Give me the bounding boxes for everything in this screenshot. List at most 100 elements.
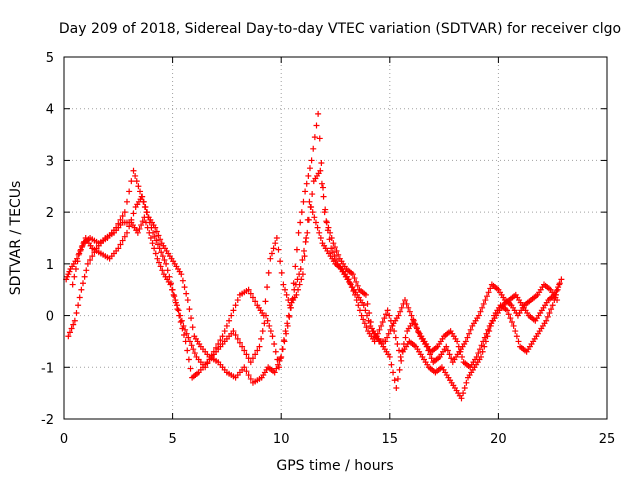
data-point <box>367 319 374 326</box>
data-point <box>461 384 468 391</box>
data-point <box>397 353 404 360</box>
data-point <box>202 364 209 371</box>
data-point <box>551 291 558 298</box>
data-point <box>481 334 488 341</box>
data-point <box>249 355 256 362</box>
data-point <box>77 246 84 253</box>
data-point <box>350 288 357 295</box>
data-point <box>316 229 323 236</box>
data-point <box>348 284 355 291</box>
data-point <box>408 312 415 319</box>
data-point <box>156 259 163 266</box>
data-point <box>184 347 191 354</box>
data-point <box>293 291 300 298</box>
data-point <box>382 338 389 345</box>
x-tick-label: 10 <box>273 432 290 447</box>
data-point <box>217 337 224 344</box>
x-tick-label: 15 <box>382 432 399 447</box>
data-point <box>252 298 259 305</box>
data-point <box>267 255 274 262</box>
data-point <box>292 281 299 288</box>
data-point <box>402 334 409 341</box>
data-point <box>239 343 246 350</box>
series-track-b <box>65 198 561 371</box>
data-point <box>388 361 395 368</box>
data-point <box>305 172 312 179</box>
data-point <box>277 258 284 265</box>
data-point <box>546 309 553 316</box>
data-point <box>273 365 280 372</box>
data-point <box>349 271 356 278</box>
data-point <box>175 307 182 314</box>
data-point <box>512 328 519 335</box>
data-point <box>275 246 282 253</box>
data-point <box>139 218 146 225</box>
data-point <box>289 295 296 302</box>
data-point <box>473 353 480 360</box>
data-point <box>140 198 147 205</box>
data-point <box>247 375 254 382</box>
data-point <box>272 348 279 355</box>
data-point <box>320 184 327 191</box>
data-point <box>291 286 298 293</box>
data-point <box>132 172 139 179</box>
data-point <box>478 342 485 349</box>
data-point <box>274 361 281 368</box>
data-points <box>63 110 565 402</box>
data-point <box>475 312 482 319</box>
data-point <box>306 165 313 172</box>
data-point <box>158 249 165 256</box>
data-point <box>311 214 318 221</box>
data-point <box>400 341 407 348</box>
data-point <box>223 322 230 329</box>
data-point <box>355 302 362 309</box>
data-point <box>317 167 324 174</box>
data-point <box>69 281 76 288</box>
data-point <box>78 286 85 293</box>
data-point <box>487 285 494 292</box>
data-point <box>463 379 470 386</box>
data-point <box>353 278 360 285</box>
data-point <box>134 229 141 236</box>
data-point <box>554 297 561 304</box>
data-point <box>259 328 266 335</box>
data-point <box>308 157 315 164</box>
data-point <box>66 329 73 336</box>
data-point <box>406 308 413 315</box>
data-point <box>295 229 302 236</box>
data-point <box>402 297 409 304</box>
data-point <box>266 322 273 329</box>
data-point <box>187 365 194 372</box>
data-point <box>219 333 226 340</box>
data-point <box>269 333 276 340</box>
data-point <box>351 275 358 282</box>
data-point <box>154 241 161 248</box>
data-point <box>159 267 166 274</box>
data-point <box>119 213 126 220</box>
data-point <box>298 209 305 216</box>
data-point <box>544 313 551 320</box>
data-point <box>387 326 394 333</box>
data-point <box>79 242 86 249</box>
data-point <box>249 294 256 301</box>
data-point <box>188 315 195 322</box>
data-point <box>460 390 467 397</box>
data-point <box>505 311 512 318</box>
data-point <box>283 330 290 337</box>
data-point <box>558 276 565 283</box>
data-point <box>293 246 300 253</box>
data-point <box>142 219 149 226</box>
data-point <box>183 330 190 337</box>
data-point <box>396 366 403 373</box>
data-point <box>182 326 189 333</box>
data-point <box>265 269 272 276</box>
data-point <box>454 338 461 345</box>
data-point <box>398 304 405 311</box>
data-point <box>317 235 324 241</box>
data-point <box>170 291 177 298</box>
data-point <box>245 286 252 293</box>
data-point <box>475 350 482 357</box>
data-point <box>391 377 398 384</box>
data-point <box>483 330 490 337</box>
data-point <box>73 309 80 316</box>
